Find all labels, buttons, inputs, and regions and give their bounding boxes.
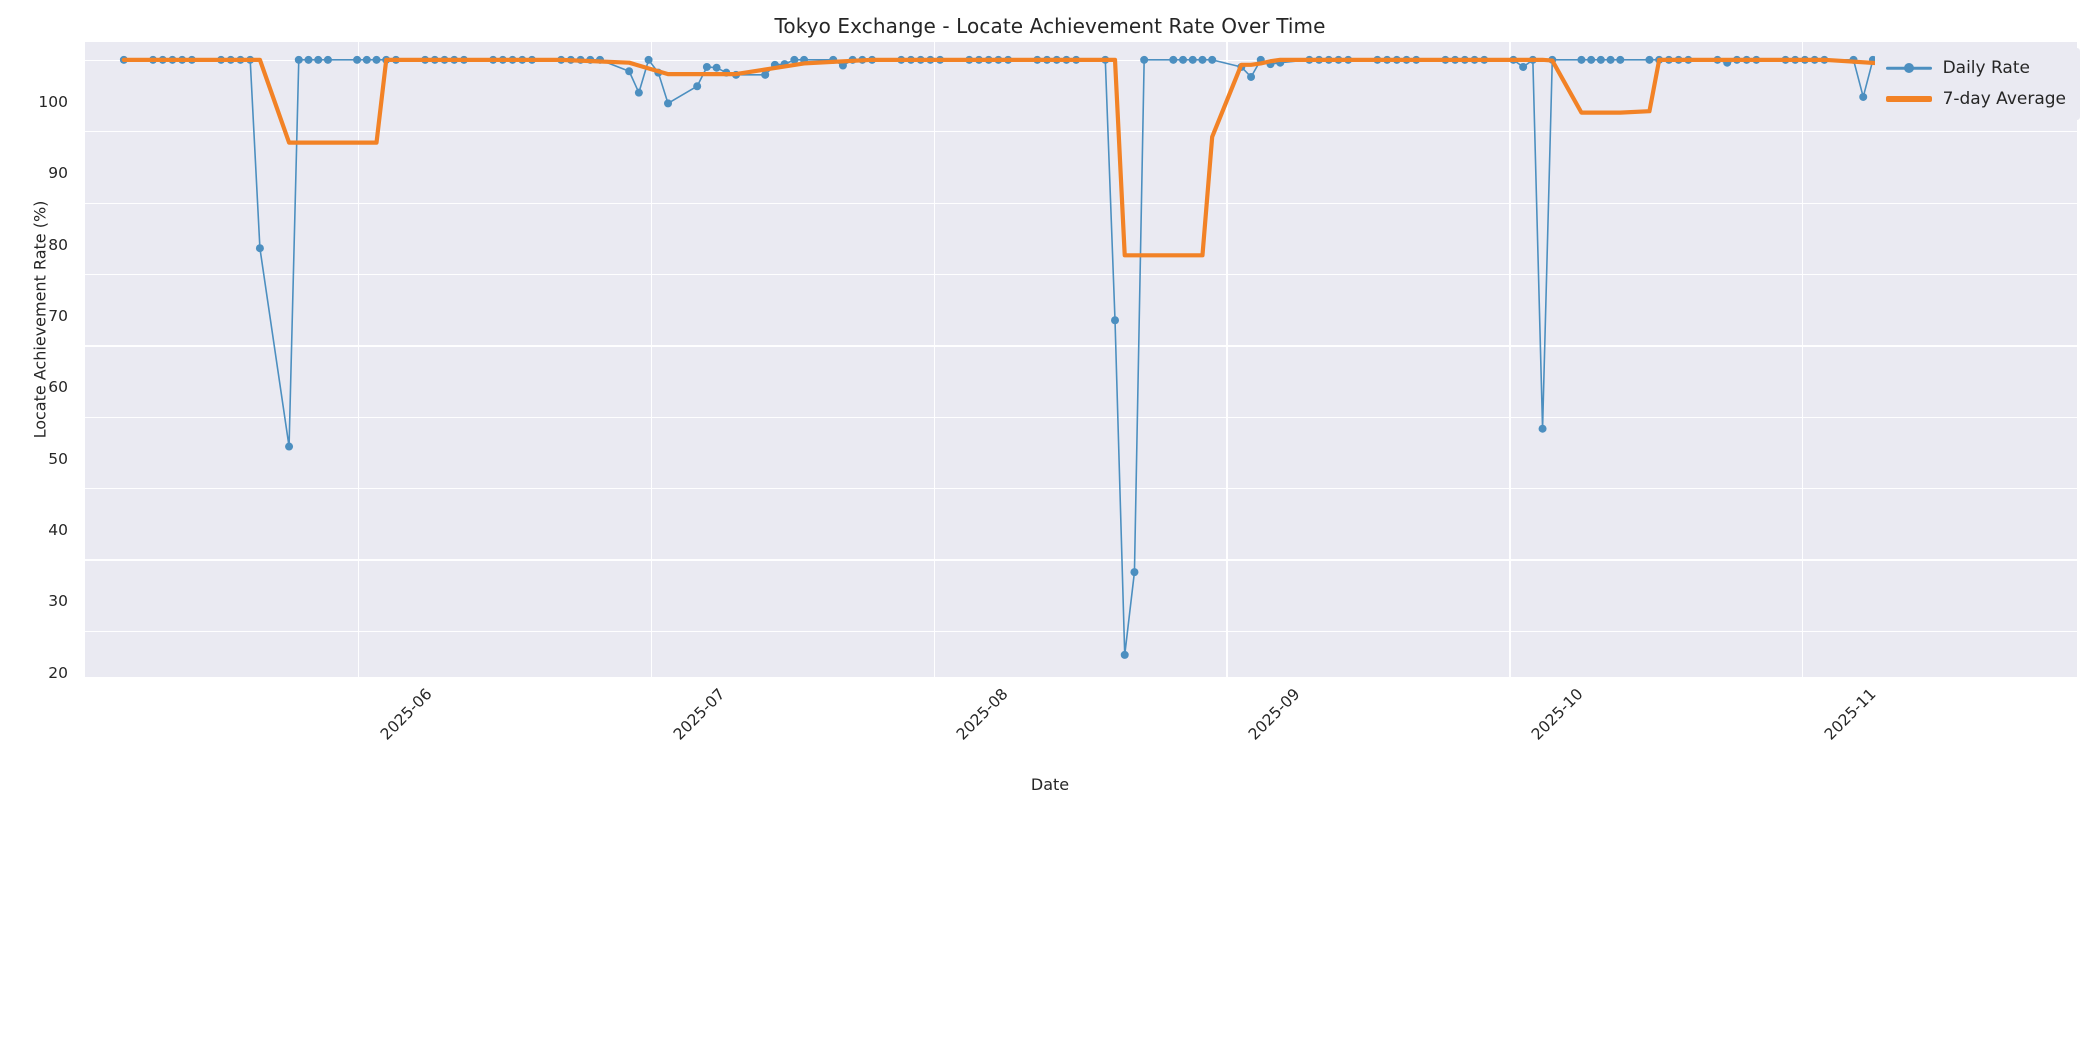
data-point-marker <box>702 62 711 71</box>
legend-item-daily-rate[interactable]: Daily Rate <box>1885 56 2066 80</box>
data-point-marker <box>372 55 381 64</box>
data-point-marker <box>304 55 313 64</box>
data-point-marker <box>1577 55 1586 64</box>
data-point-marker <box>634 88 643 97</box>
y-axis-ticks: 20 30 40 50 60 70 80 90 100 <box>0 42 78 682</box>
y-tick-label: 100 <box>38 92 68 111</box>
gridline-vertical <box>1509 42 1511 677</box>
y-tick-label: 90 <box>48 164 68 183</box>
gridline-vertical <box>1226 42 1228 677</box>
data-point-marker <box>625 67 634 76</box>
data-point-marker <box>693 82 702 91</box>
gridline-vertical <box>650 42 653 677</box>
legend-item-seven-day-average[interactable]: 7-day Average <box>1885 87 2066 111</box>
y-axis-label: Locate Achievement Rate (%) <box>30 200 50 439</box>
data-point-marker <box>1247 72 1256 81</box>
data-point-marker <box>761 70 770 79</box>
data-point-marker <box>1111 316 1120 325</box>
data-point-marker <box>353 55 362 64</box>
data-point-marker <box>294 55 303 64</box>
data-point-marker <box>712 63 721 72</box>
data-point-marker <box>314 55 323 64</box>
gridline-horizontal <box>85 416 2077 418</box>
data-point-marker <box>1140 55 1149 64</box>
legend-label-daily-rate: Daily Rate <box>1942 58 2030 78</box>
data-point-marker <box>1538 424 1547 433</box>
legend-label-seven-day-average: 7-day Average <box>1942 89 2066 109</box>
legend-swatch-thick-line-icon <box>1885 89 1932 109</box>
data-point-marker <box>285 442 294 451</box>
gridline-horizontal <box>85 630 2077 632</box>
data-point-marker <box>1596 55 1605 64</box>
data-point-marker <box>664 99 673 108</box>
x-tick-label: 2025-10 <box>1528 685 1587 744</box>
data-point-marker <box>1188 55 1197 64</box>
gridline-vertical <box>1802 42 1804 677</box>
data-point-marker <box>1130 568 1139 577</box>
series-line-daily-rate <box>123 59 2059 656</box>
gridline-horizontal <box>85 487 2077 490</box>
x-axis-label: Date <box>1030 775 1070 794</box>
chart-title: Tokyo Exchange - Locate Achievement Rate… <box>774 14 1326 38</box>
data-point-marker <box>1616 55 1625 64</box>
x-tick-label: 2025-08 <box>952 685 1012 744</box>
gridline-horizontal <box>85 273 2077 276</box>
y-tick-label: 70 <box>48 306 68 325</box>
y-tick-label: 50 <box>48 449 68 468</box>
series-line-7-day-average <box>121 57 2060 258</box>
x-tick-label: 2025-07 <box>669 685 729 744</box>
gridline-horizontal <box>85 345 2077 347</box>
data-point-marker <box>1859 92 1868 101</box>
data-point-marker <box>1645 55 1654 64</box>
data-point-marker <box>1208 55 1217 64</box>
data-point-marker <box>1120 650 1129 659</box>
gridline-horizontal <box>85 202 2077 204</box>
data-point-marker <box>1606 55 1615 64</box>
plot-area <box>85 42 2077 677</box>
data-point-marker <box>1179 55 1188 64</box>
chart-legend[interactable]: Daily Rate 7-day Average <box>1874 48 2080 120</box>
legend-swatch-line-icon <box>1885 58 1932 78</box>
gridline-vertical <box>933 42 935 677</box>
gridline-horizontal <box>85 131 2077 133</box>
data-point-marker <box>1198 55 1207 64</box>
x-tick-label: 2025-09 <box>1245 685 1304 744</box>
x-tick-label: 2025-11 <box>1821 685 1880 744</box>
y-tick-label: 30 <box>48 592 68 611</box>
y-tick-label: 20 <box>48 663 68 682</box>
data-point-marker <box>1587 55 1596 64</box>
data-point-marker <box>790 55 799 64</box>
data-point-marker <box>255 244 264 253</box>
x-tick-label: 2025-06 <box>376 685 436 744</box>
data-point-marker <box>1169 55 1178 64</box>
y-tick-label: 60 <box>48 378 68 397</box>
data-point-marker <box>362 55 371 64</box>
data-point-marker <box>644 55 653 64</box>
series-lines <box>119 55 2062 659</box>
data-point-marker <box>1519 62 1528 71</box>
gridline-vertical <box>357 42 360 677</box>
gridline-horizontal <box>85 559 2077 561</box>
y-tick-label: 40 <box>48 520 68 539</box>
y-tick-label: 80 <box>48 235 68 254</box>
x-axis-ticks: 2025-06 2025-07 2025-08 2025-09 2025-10 2025-… <box>85 677 2077 787</box>
data-point-marker <box>323 55 332 64</box>
